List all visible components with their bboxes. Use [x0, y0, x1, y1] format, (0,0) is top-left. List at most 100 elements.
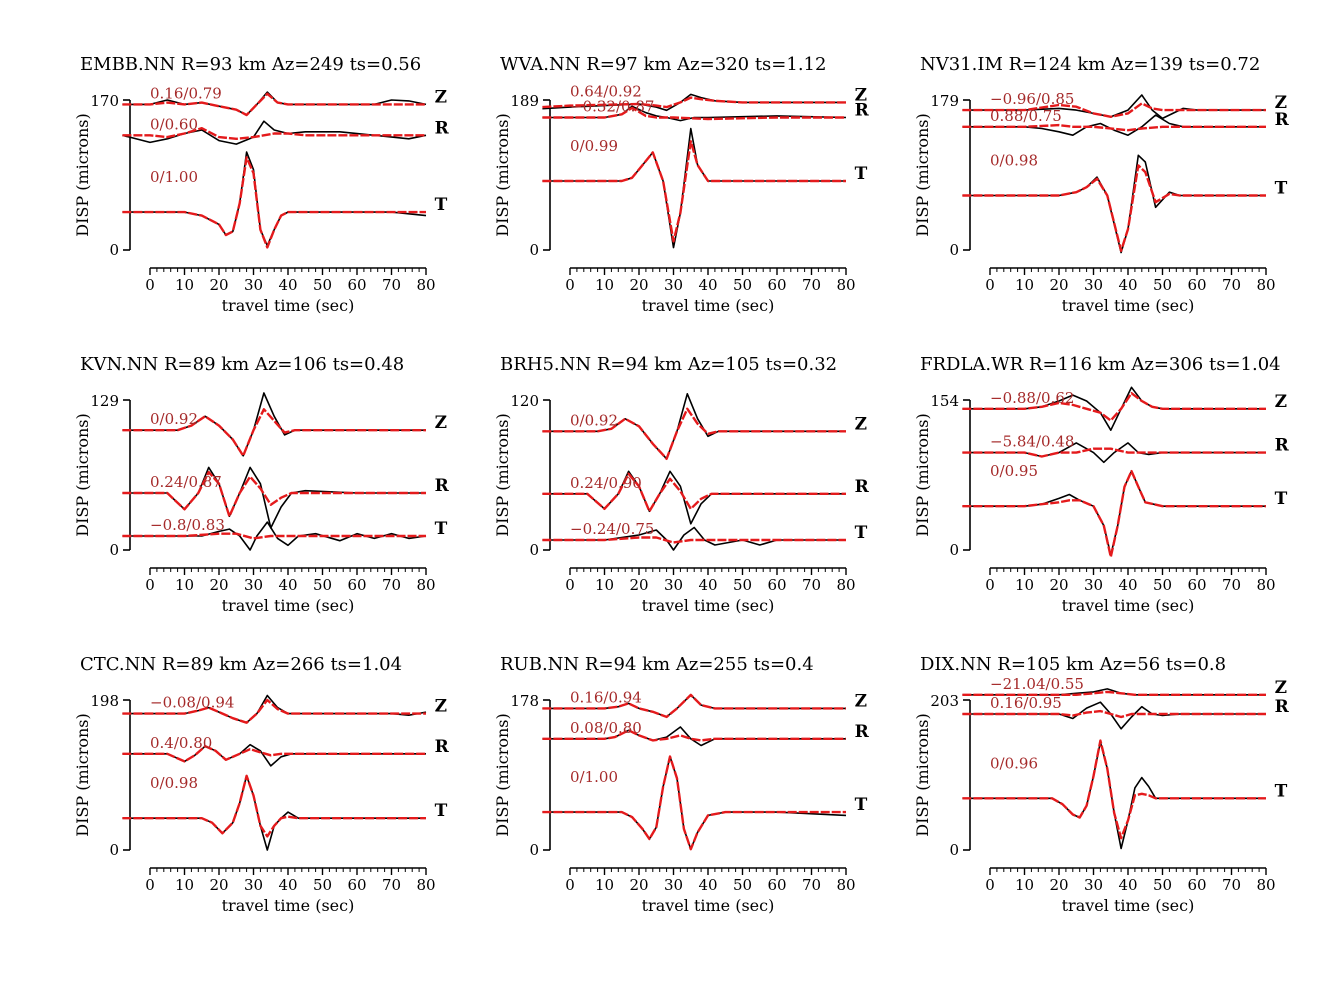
x-tick-label: 80 — [1256, 876, 1275, 894]
synthetic-trace-R — [542, 106, 846, 121]
fit-annotation: 0.08/0.80 — [570, 719, 642, 737]
synthetic-trace-R — [962, 123, 1266, 132]
x-tick-label: 80 — [1256, 576, 1275, 594]
x-tick-label: 30 — [244, 576, 263, 594]
x-tick-label: 20 — [1049, 876, 1068, 894]
x-tick-label: 70 — [382, 276, 401, 294]
fit-annotation: −0.88/0.62 — [990, 389, 1074, 407]
panel-title: FRDLA.WR R=116 km Az=306 ts=1.04 — [920, 354, 1281, 375]
observed-trace-T — [962, 154, 1266, 254]
synthetic-trace-R — [122, 470, 426, 518]
synthetic-trace-Z — [122, 408, 426, 457]
panel-2: WVA.NN R=97 km Az=320 ts=1.12 0 189 DISP (m… — [493, 54, 870, 315]
x-tick-label: 40 — [698, 876, 717, 894]
x-tick-label: 50 — [313, 876, 332, 894]
component-label: R — [855, 100, 870, 120]
component-label: R — [1275, 436, 1290, 456]
x-tick-label: 80 — [1256, 276, 1275, 294]
x-axis-label: travel time (sec) — [642, 296, 775, 315]
y-axis-label: DISP (microns) — [913, 713, 932, 837]
x-axis-label: travel time (sec) — [222, 596, 355, 615]
synthetic-trace-Z — [122, 92, 426, 117]
synthetic-trace-Z — [542, 407, 846, 460]
component-label: Z — [855, 414, 867, 434]
fit-annotation: 0.16/0.95 — [990, 694, 1062, 712]
fit-annotation: 0/0.92 — [150, 410, 198, 428]
panel-4: KVN.NN R=89 km Az=106 ts=0.48 0 129 DISP (m… — [73, 354, 450, 615]
x-axis-label: travel time (sec) — [222, 896, 355, 915]
panel-7: CTC.NN R=89 km Az=266 ts=1.04 0 198 DISP (m… — [73, 654, 450, 915]
x-tick-label: 10 — [1015, 276, 1034, 294]
y-tick-label: 0 — [109, 241, 119, 259]
x-tick-label: 10 — [595, 876, 614, 894]
x-tick-label: 60 — [767, 876, 786, 894]
y-tick-label: 0 — [109, 841, 119, 859]
x-tick-label: 0 — [565, 276, 575, 294]
panel-8: RUB.NN R=94 km Az=255 ts=0.4 0 178 DISP (mi… — [493, 654, 870, 915]
x-tick-label: 0 — [985, 876, 995, 894]
y-tick-label: 189 — [510, 92, 539, 110]
y-tick-label: 0 — [529, 541, 539, 559]
x-axis-label: travel time (sec) — [642, 596, 775, 615]
x-axis-label: travel time (sec) — [1062, 296, 1195, 315]
component-label: R — [435, 737, 450, 757]
component-label: Z — [1275, 392, 1287, 412]
panel-title: KVN.NN R=89 km Az=106 ts=0.48 — [80, 354, 404, 375]
y-axis-label: DISP (microns) — [913, 413, 932, 537]
synthetic-trace-Z — [962, 392, 1266, 422]
fit-annotation: −0.8/0.83 — [150, 516, 225, 534]
x-tick-label: 70 — [1222, 576, 1241, 594]
x-tick-label: 0 — [145, 576, 155, 594]
y-tick-label: 0 — [109, 541, 119, 559]
y-tick-label: 178 — [510, 692, 539, 710]
panel-9: DIX.NN R=105 km Az=56 ts=0.8 0 203 DISP (mi… — [913, 654, 1290, 915]
x-tick-label: 50 — [313, 576, 332, 594]
fit-annotation: 0.64/0.92 — [570, 82, 642, 100]
y-axis-label: DISP (microns) — [493, 413, 512, 537]
y-tick-label: 129 — [90, 392, 119, 410]
fit-annotation: 0/0.98 — [150, 774, 198, 792]
observed-trace-Z — [542, 694, 846, 718]
component-label: T — [1275, 179, 1288, 199]
y-tick-label: 0 — [529, 241, 539, 259]
x-tick-label: 20 — [209, 276, 228, 294]
x-axis-label: travel time (sec) — [642, 896, 775, 915]
x-tick-label: 30 — [1084, 876, 1103, 894]
synthetic-trace-R — [962, 709, 1266, 719]
component-label: R — [435, 476, 450, 496]
fit-annotation: 0/0.60 — [150, 115, 198, 133]
x-tick-label: 70 — [1222, 876, 1241, 894]
observed-trace-R — [962, 442, 1266, 464]
y-tick-label: 0 — [949, 541, 959, 559]
component-label: Z — [435, 697, 447, 717]
x-tick-label: 10 — [1015, 876, 1034, 894]
y-tick-label: 0 — [529, 841, 539, 859]
fit-annotation: 0/0.92 — [570, 411, 618, 429]
x-tick-label: 70 — [382, 876, 401, 894]
x-tick-label: 0 — [145, 876, 155, 894]
observed-trace-R — [122, 120, 427, 145]
x-axis-label: travel time (sec) — [222, 296, 355, 315]
synthetic-trace-Z — [962, 102, 1266, 118]
x-tick-label: 30 — [1084, 276, 1103, 294]
fit-annotation: −21.04/0.55 — [990, 675, 1084, 693]
x-tick-label: 50 — [733, 276, 752, 294]
x-tick-label: 40 — [1118, 876, 1137, 894]
x-tick-label: 80 — [836, 276, 855, 294]
component-label: T — [1275, 489, 1288, 509]
y-tick-label: 179 — [930, 92, 959, 110]
x-tick-label: 30 — [664, 276, 683, 294]
x-axis-label: travel time (sec) — [1062, 596, 1195, 615]
fit-annotation: 0.88/0.75 — [990, 107, 1062, 125]
fit-annotation: 0/0.96 — [990, 754, 1038, 772]
synthetic-trace-Z — [542, 693, 846, 719]
synthetic-trace-Z — [122, 698, 426, 724]
fit-annotation: 0/1.00 — [570, 768, 618, 786]
x-tick-label: 60 — [347, 576, 366, 594]
x-tick-label: 80 — [836, 576, 855, 594]
synthetic-trace-T — [542, 536, 846, 544]
x-tick-label: 50 — [1153, 276, 1172, 294]
x-tick-label: 10 — [1015, 576, 1034, 594]
component-label: R — [1275, 110, 1290, 130]
